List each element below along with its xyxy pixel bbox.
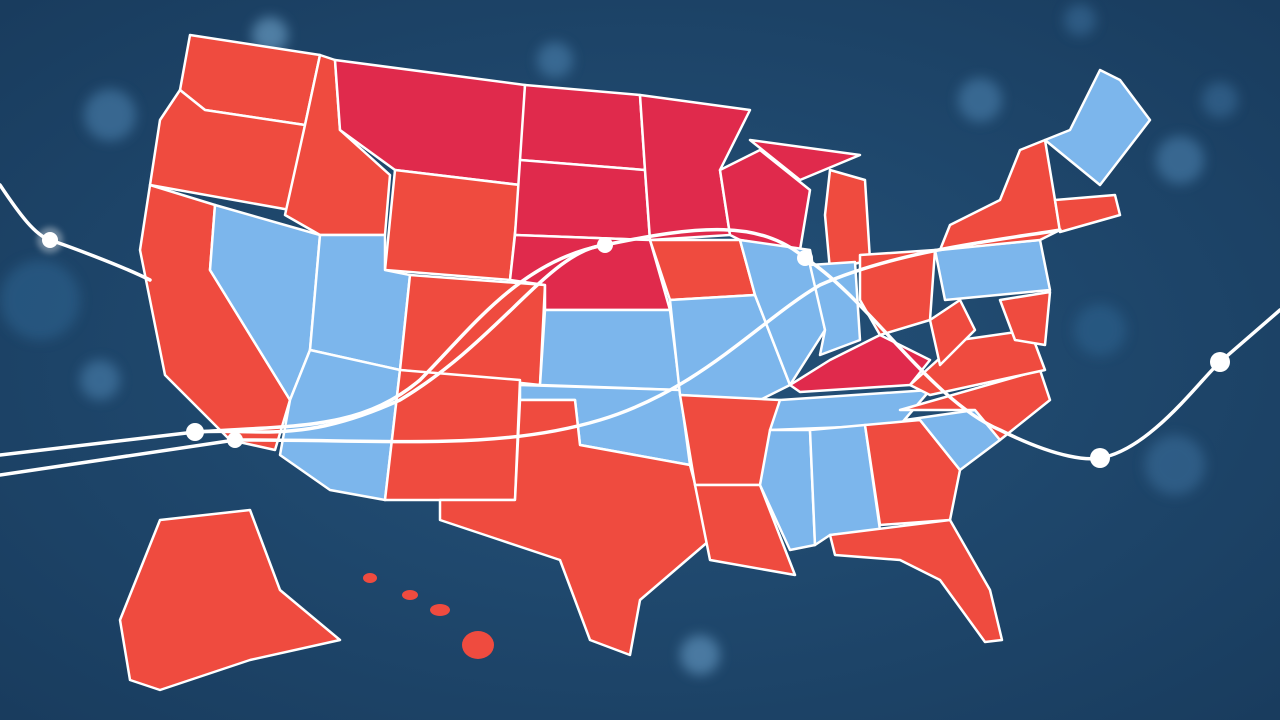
bokeh-light bbox=[1074, 304, 1126, 356]
alaska bbox=[118, 508, 342, 692]
island bbox=[363, 573, 377, 583]
bokeh-light bbox=[1156, 136, 1204, 184]
state bbox=[648, 238, 757, 302]
state bbox=[383, 168, 522, 282]
island bbox=[430, 604, 450, 616]
bokeh-light bbox=[1202, 82, 1238, 118]
state bbox=[928, 298, 977, 367]
state bbox=[828, 518, 1004, 644]
state bbox=[758, 428, 817, 552]
bokeh-light bbox=[252, 17, 288, 53]
nodes bbox=[37, 227, 1230, 468]
curve bbox=[0, 228, 1062, 477]
state bbox=[903, 408, 1002, 472]
node bbox=[186, 423, 204, 441]
hawaii bbox=[363, 573, 494, 659]
island bbox=[462, 631, 494, 659]
bokeh-light bbox=[537, 42, 573, 78]
state bbox=[693, 483, 797, 577]
bokeh-light bbox=[0, 260, 80, 340]
state bbox=[538, 308, 682, 392]
node bbox=[42, 232, 58, 248]
curve bbox=[193, 243, 607, 434]
state bbox=[938, 138, 1062, 252]
node bbox=[1210, 352, 1230, 372]
node bbox=[797, 250, 813, 266]
state bbox=[1043, 68, 1152, 187]
state bbox=[513, 158, 652, 242]
node bbox=[597, 237, 613, 253]
bokeh-light bbox=[80, 360, 120, 400]
bokeh-light bbox=[84, 89, 136, 141]
state bbox=[998, 290, 1052, 347]
island bbox=[402, 590, 418, 600]
bokeh bbox=[0, 4, 1238, 675]
state bbox=[858, 248, 937, 337]
bokeh-light bbox=[958, 78, 1002, 122]
bokeh-light bbox=[1064, 4, 1096, 36]
state bbox=[1053, 193, 1122, 234]
state bbox=[518, 83, 647, 172]
state bbox=[788, 333, 932, 394]
state bbox=[438, 398, 712, 657]
bokeh-light bbox=[680, 635, 720, 675]
state bbox=[748, 138, 862, 182]
node bbox=[1090, 448, 1110, 468]
state bbox=[398, 273, 547, 387]
bokeh-light bbox=[1145, 435, 1205, 495]
node bbox=[227, 432, 243, 448]
